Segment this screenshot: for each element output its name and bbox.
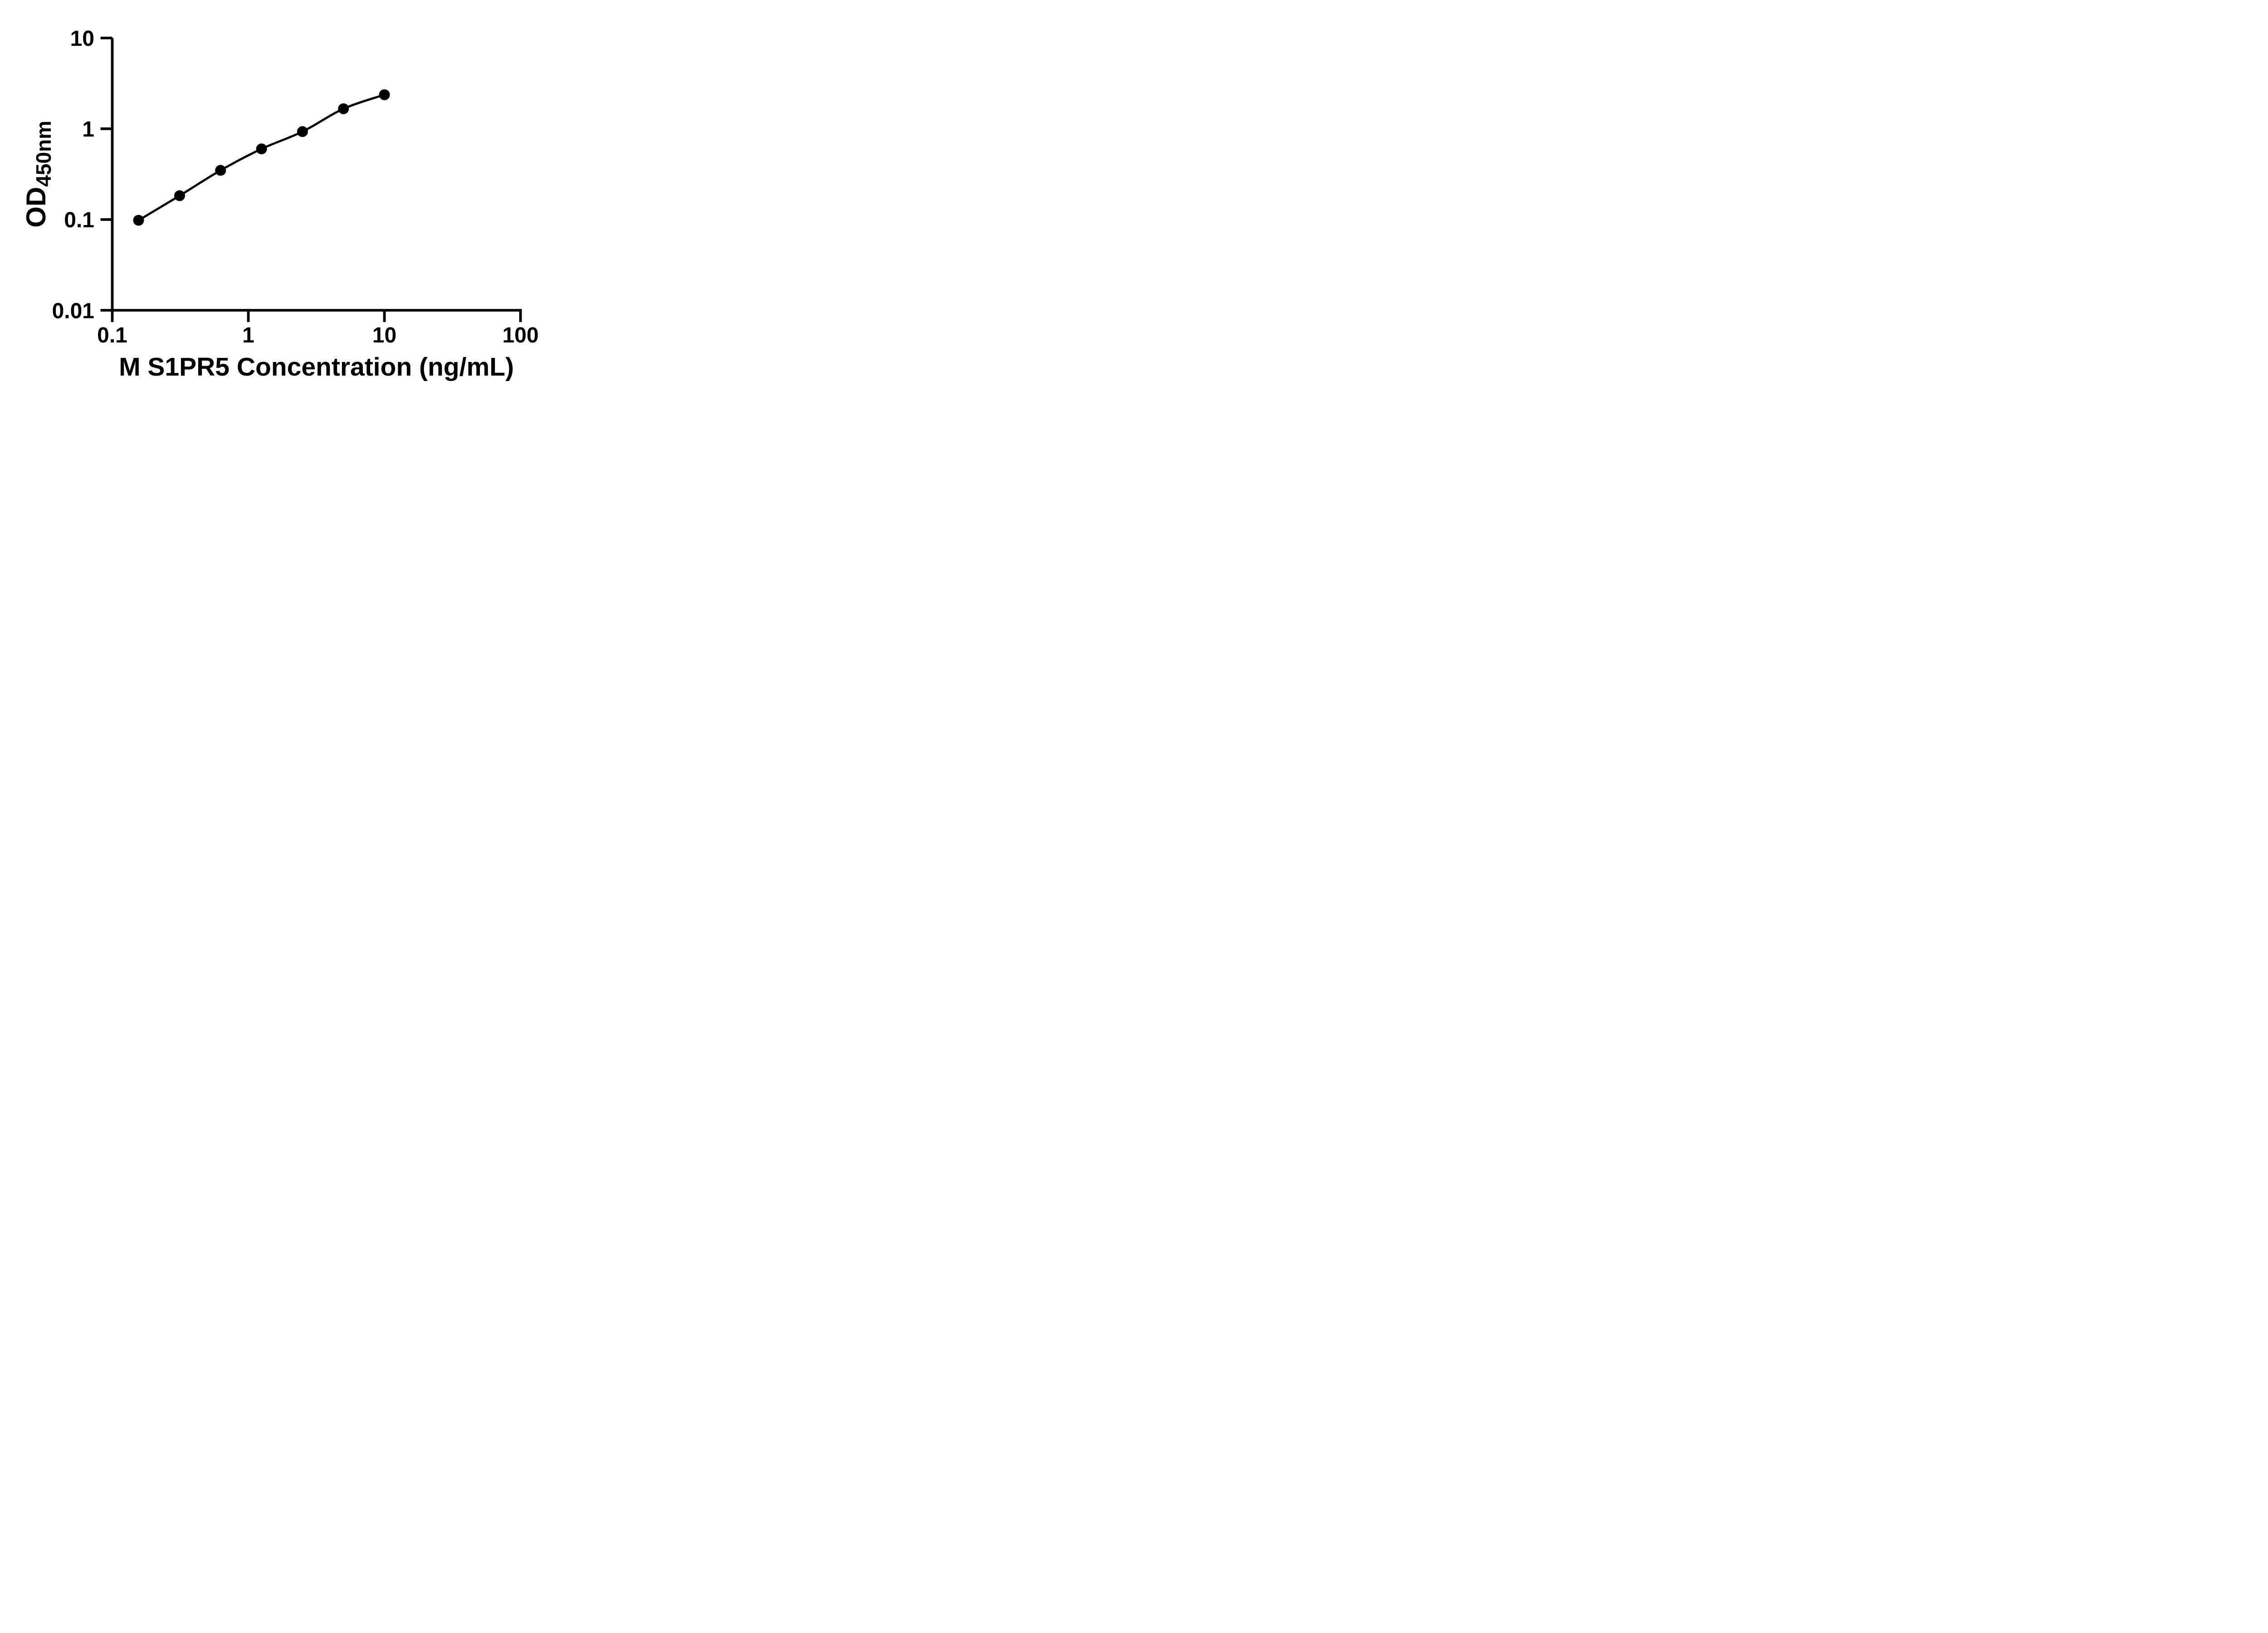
y-axis-title-main: OD bbox=[21, 187, 51, 228]
standard-curve-line bbox=[138, 93, 385, 221]
x-tick-label: 0.1 bbox=[97, 323, 127, 347]
x-axis-title: M S1PR5 Concentration (ng/mL) bbox=[119, 352, 514, 381]
x-tick-label: 10 bbox=[372, 323, 396, 347]
y-axis-title: OD450nm bbox=[21, 121, 55, 228]
y-tick-label: 0.01 bbox=[52, 299, 94, 323]
axis-frame bbox=[111, 38, 522, 312]
y-tick-label: 1 bbox=[82, 117, 94, 142]
data-point-marker bbox=[297, 126, 308, 137]
data-point-marker bbox=[174, 190, 185, 201]
data-point-marker bbox=[215, 165, 226, 176]
data-point-marker bbox=[379, 89, 390, 100]
y-tick-label: 0.1 bbox=[64, 208, 94, 232]
data-point-marker bbox=[338, 103, 349, 114]
data-point-marker bbox=[133, 215, 144, 226]
y-tick-label: 10 bbox=[70, 27, 94, 51]
x-tick-label: 100 bbox=[502, 323, 538, 347]
y-axis-title-sub: 450nm bbox=[32, 121, 55, 187]
x-tick-label: 1 bbox=[242, 323, 254, 347]
data-point-marker bbox=[256, 143, 267, 155]
elisa-standard-curve-figure: 10 1 0.1 0.01 0.1 1 10 100 M S1PR5 Concentratio… bbox=[0, 0, 583, 408]
